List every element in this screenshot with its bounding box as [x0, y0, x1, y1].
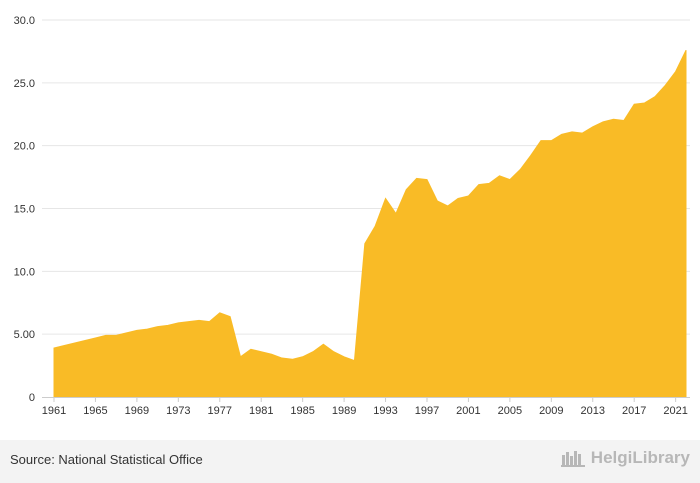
source-note: Source: National Statistical Office — [10, 452, 203, 467]
y-tick-label: 5.00 — [14, 329, 35, 341]
x-tick-label: 1985 — [290, 405, 314, 417]
data-area — [53, 49, 687, 398]
x-tick-label: 2009 — [539, 405, 563, 417]
y-tick-label: 0 — [29, 392, 35, 404]
x-tick-label: 1981 — [249, 405, 273, 417]
x-tick-label: 2021 — [663, 405, 687, 417]
x-tick-label: 1977 — [208, 405, 232, 417]
chart: 1961 1965 1969 1973 1977 1981 1985 1989 1993 1997… — [14, 15, 690, 417]
y-tick-label: 25.0 — [14, 78, 35, 90]
x-tick-label: 1969 — [125, 405, 149, 417]
x-axis-ticks: 1961 1965 1969 1973 1977 1981 1985 1989 1993 1997… — [42, 397, 688, 417]
y-axis-ticks: 0 5.00 10.0 15.0 20.0 25.0 30.0 — [14, 15, 35, 404]
x-tick-label: 2005 — [498, 405, 522, 417]
brand-logo[interactable]: HelgiLibrary — [560, 448, 690, 468]
x-tick-label: 2013 — [581, 405, 605, 417]
brand-name: HelgiLibrary — [590, 448, 690, 467]
y-tick-label: 15.0 — [14, 204, 35, 216]
x-tick-label: 1989 — [332, 405, 356, 417]
x-tick-label: 2001 — [456, 405, 480, 417]
x-tick-label: 1973 — [166, 405, 190, 417]
x-tick-label: 1997 — [415, 405, 439, 417]
x-tick-label: 1993 — [373, 405, 397, 417]
y-tick-label: 20.0 — [14, 141, 35, 153]
footer: Source: National Statistical Office Helg… — [0, 440, 700, 483]
y-tick-label: 10.0 — [14, 266, 35, 278]
x-tick-label: 2017 — [622, 405, 646, 417]
y-tick-label: 30.0 — [14, 15, 35, 27]
library-icon — [560, 451, 585, 467]
x-tick-label: 1961 — [42, 405, 66, 417]
x-tick-label: 1965 — [83, 405, 107, 417]
